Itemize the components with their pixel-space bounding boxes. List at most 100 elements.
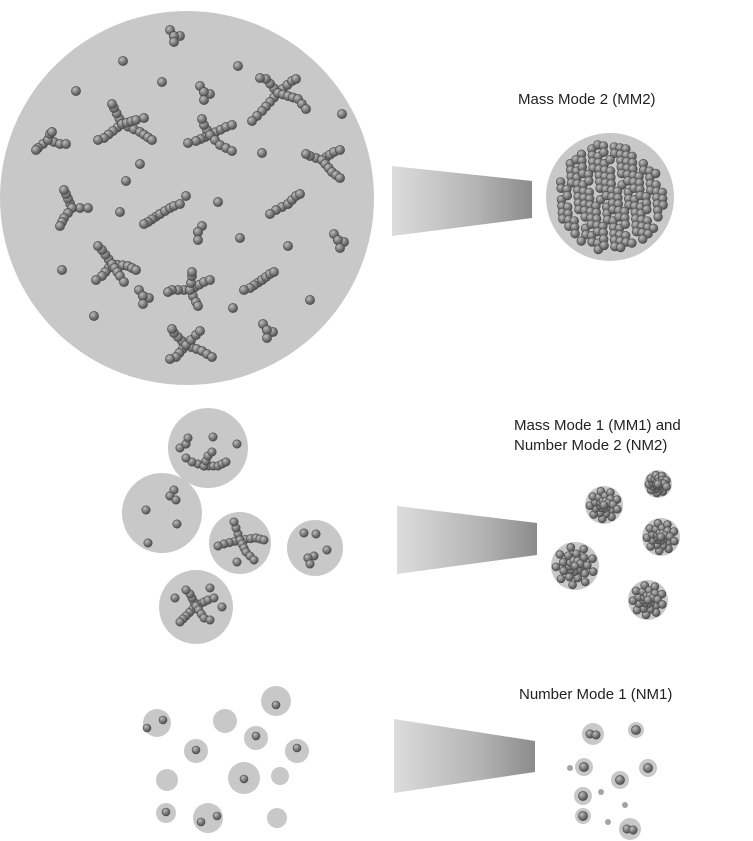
soot-aggregates — [31, 25, 349, 364]
particle — [199, 95, 209, 105]
particle — [205, 583, 215, 593]
particle — [257, 148, 267, 158]
particle — [193, 301, 203, 311]
particle — [305, 559, 315, 569]
particle — [584, 176, 594, 186]
particle — [191, 136, 201, 146]
particle — [83, 203, 93, 213]
particle — [335, 173, 345, 183]
particle — [627, 238, 637, 248]
particle — [187, 267, 197, 277]
mass-mode-2-row — [0, 11, 674, 385]
particle — [588, 567, 598, 576]
particle — [209, 593, 219, 603]
particle — [643, 763, 653, 773]
particle — [207, 447, 217, 457]
particle — [566, 543, 576, 552]
particle — [265, 209, 275, 219]
particle — [163, 287, 173, 297]
particle — [175, 617, 185, 627]
particle — [613, 504, 622, 514]
particle — [89, 311, 99, 321]
particle — [239, 774, 249, 784]
particle — [570, 229, 580, 239]
particle — [562, 191, 572, 201]
particle — [115, 207, 125, 217]
particle — [322, 545, 332, 555]
particle — [643, 595, 653, 605]
particle — [138, 299, 148, 309]
particle — [183, 138, 193, 148]
particle — [232, 557, 242, 567]
particle — [262, 333, 272, 343]
droplet — [213, 709, 237, 733]
particle — [301, 104, 311, 114]
particle — [653, 479, 663, 489]
particle — [147, 135, 157, 145]
particle — [142, 723, 152, 733]
particle — [195, 326, 205, 336]
particle — [158, 715, 168, 725]
particle — [615, 775, 625, 785]
particle — [135, 159, 145, 169]
particle — [119, 277, 129, 287]
particle — [131, 115, 141, 125]
particle — [658, 600, 667, 609]
particle — [143, 538, 153, 548]
particle — [59, 185, 69, 195]
particle — [161, 807, 171, 817]
particle — [213, 541, 223, 551]
compacted-residual-particle — [555, 140, 668, 255]
particle — [578, 811, 588, 821]
small-droplets — [142, 686, 309, 833]
particle — [662, 482, 671, 491]
particle — [269, 267, 279, 277]
droplet — [122, 473, 202, 553]
particle — [208, 432, 218, 442]
droplet — [287, 520, 343, 576]
particle — [227, 146, 237, 156]
particle — [221, 457, 231, 467]
particle — [175, 199, 185, 209]
particle — [565, 572, 574, 582]
particle — [235, 233, 245, 243]
particle — [251, 731, 261, 741]
particle — [47, 127, 57, 137]
particle — [559, 566, 568, 576]
particle — [637, 234, 648, 244]
mass-mode-1-row — [122, 408, 680, 644]
particle — [570, 561, 580, 571]
particle — [311, 529, 321, 539]
particle — [93, 135, 103, 145]
droplet — [271, 767, 289, 785]
particle — [620, 219, 630, 230]
particle — [255, 73, 265, 83]
particle — [579, 553, 589, 562]
particle — [335, 243, 345, 253]
tiny-particle — [605, 819, 611, 825]
particle — [591, 730, 601, 740]
particle — [228, 303, 238, 313]
particle — [232, 439, 242, 449]
particle — [605, 155, 615, 165]
particle — [227, 120, 237, 130]
mass-mode-2-label: Mass Mode 2 (MM2) — [518, 91, 656, 108]
particle — [207, 352, 217, 362]
particle — [615, 242, 626, 253]
particle — [583, 561, 592, 570]
particle — [335, 145, 345, 155]
particle — [167, 324, 177, 334]
particle — [172, 519, 182, 529]
particle — [247, 116, 257, 126]
particle — [131, 265, 141, 275]
particle — [170, 593, 180, 603]
particle — [171, 495, 181, 505]
particle — [259, 535, 269, 545]
particle — [670, 536, 679, 546]
residual-particles — [551, 470, 680, 620]
particle — [181, 453, 191, 463]
particle — [139, 219, 149, 229]
particle — [61, 139, 71, 149]
particle — [292, 743, 302, 753]
particle — [205, 275, 215, 285]
